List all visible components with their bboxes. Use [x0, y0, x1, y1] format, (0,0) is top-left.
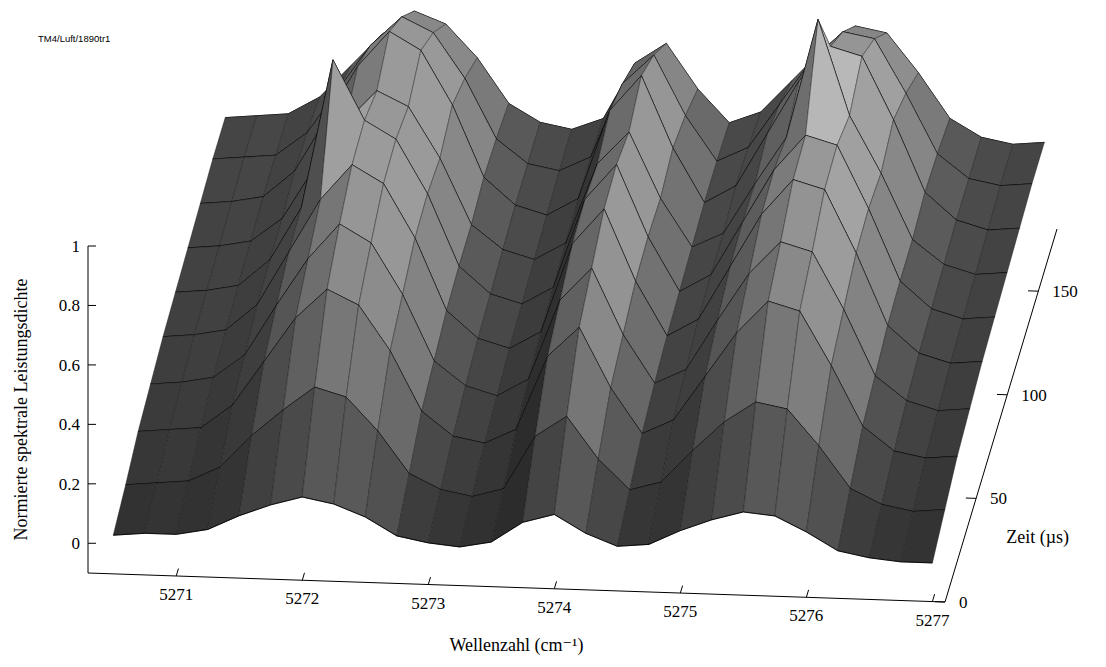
- spectrum-line: [113, 497, 932, 563]
- x-tick: [554, 581, 556, 588]
- x-tick-label: 5272: [285, 589, 319, 608]
- z-tick: [88, 483, 96, 484]
- x-tick-label: 5275: [663, 602, 697, 621]
- x-tick-label: 5273: [411, 594, 445, 613]
- x-tick-label: 5276: [789, 606, 823, 625]
- time-tick: [935, 601, 945, 602]
- surface-patch: [963, 273, 1007, 319]
- z-axis-line: [88, 246, 89, 573]
- z-tick-label: 1: [72, 237, 81, 256]
- surface-patch: [806, 20, 850, 146]
- z-tick-label: 0.2: [59, 475, 80, 494]
- time-tick-label: 100: [1021, 386, 1046, 405]
- time-tick: [1028, 290, 1038, 291]
- x-axis-title: Wellenzahl (cm⁻¹): [450, 635, 584, 656]
- z-tick: [88, 543, 96, 544]
- surface-patch: [1000, 142, 1044, 185]
- x-tick-label: 5277: [915, 611, 950, 630]
- z-tick-label: 0.4: [59, 415, 81, 434]
- time-tick-label: 0: [959, 593, 968, 612]
- surface-patch: [926, 409, 970, 458]
- surface-patch: [938, 361, 982, 410]
- z-tick: [88, 424, 96, 425]
- surface-patch: [951, 317, 995, 363]
- x-tick-label: 5274: [537, 598, 572, 617]
- x-tick: [932, 594, 934, 601]
- z-tick-label: 0.8: [59, 296, 80, 315]
- surface-patch: [901, 510, 945, 563]
- x-tick: [680, 586, 682, 593]
- time-tick: [966, 498, 976, 499]
- x-tick: [428, 577, 430, 584]
- surface-patch: [913, 456, 957, 511]
- x-axis-line: [88, 573, 945, 602]
- z-tick: [88, 246, 96, 247]
- z-tick-label: 0: [72, 534, 81, 553]
- z-tick-label: 0.6: [59, 356, 80, 375]
- x-tick: [176, 569, 178, 576]
- surface: [113, 11, 1044, 563]
- chart: 5271 5272 5273 5274 5275 5276 5277 0 50 100 150 0 0.…: [0, 0, 1106, 667]
- x-tick-label: 5271: [159, 585, 193, 604]
- time-axis-title: Zeit (µs): [1006, 527, 1069, 548]
- surface-patch: [976, 228, 1020, 274]
- x-tick: [806, 590, 808, 597]
- time-tick: [997, 394, 1007, 395]
- x-tick: [302, 573, 304, 580]
- time-tick-label: 150: [1052, 282, 1078, 301]
- z-axis-title: Normierte spektrale Leistungsdichte: [11, 279, 31, 541]
- z-tick: [88, 305, 96, 306]
- time-tick-label: 50: [990, 489, 1007, 508]
- z-tick: [88, 364, 96, 365]
- surface-patch: [988, 184, 1032, 230]
- annotation: TM4/Luft/1890tr1: [38, 33, 110, 44]
